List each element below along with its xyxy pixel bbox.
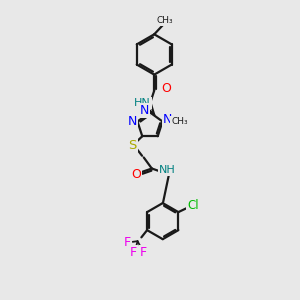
Text: N: N <box>163 113 172 126</box>
Text: F: F <box>130 246 137 260</box>
Text: N: N <box>140 104 149 117</box>
Text: O: O <box>161 82 171 95</box>
Text: F: F <box>124 236 131 249</box>
Text: N: N <box>128 115 137 128</box>
Text: Cl: Cl <box>188 199 199 212</box>
Text: NH: NH <box>159 165 176 175</box>
Text: CH₃: CH₃ <box>156 16 173 26</box>
Text: S: S <box>128 139 136 152</box>
Text: O: O <box>131 168 141 181</box>
Text: HN: HN <box>134 98 151 108</box>
Text: CH₃: CH₃ <box>171 117 188 126</box>
Text: F: F <box>140 246 147 259</box>
